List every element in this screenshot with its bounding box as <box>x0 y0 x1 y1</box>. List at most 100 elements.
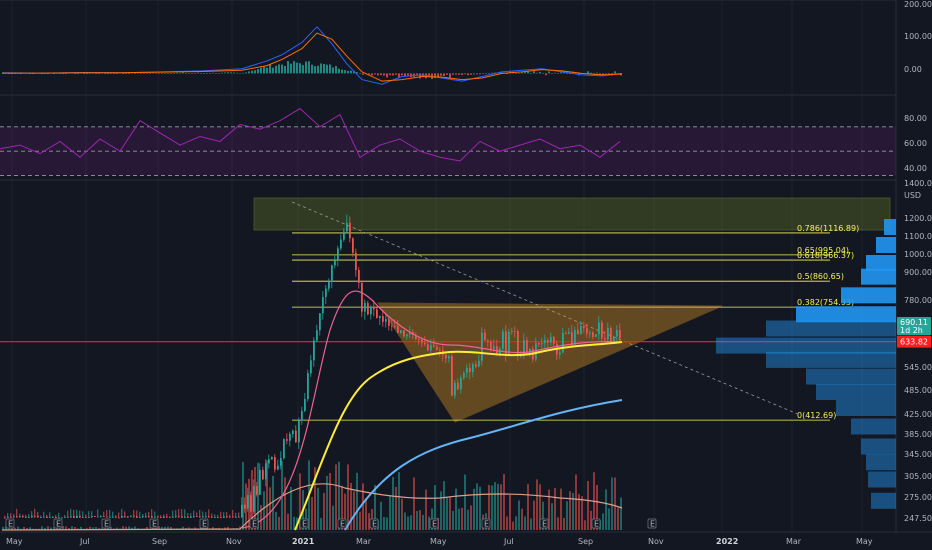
candle-body <box>391 325 393 327</box>
candle-body <box>454 382 456 396</box>
candle-body <box>295 430 297 443</box>
macd-histogram-bar <box>173 73 175 74</box>
time-label: Nov <box>648 537 664 546</box>
macd-histogram-bar <box>470 73 472 75</box>
macd-histogram-bar <box>347 70 349 74</box>
macd-histogram-bar <box>524 72 526 74</box>
macd-histogram-bar <box>200 73 202 74</box>
candle-body <box>268 459 270 464</box>
resistance-zone <box>253 197 891 231</box>
volume-profile-bar <box>851 418 896 435</box>
macd-histogram-bar <box>194 73 196 74</box>
candle-body <box>406 334 408 337</box>
candle-body <box>409 331 411 335</box>
candle-body <box>7 516 9 518</box>
macd-histogram-bar <box>359 73 361 74</box>
volume-bar <box>317 487 319 530</box>
volume-bar <box>605 489 607 530</box>
earnings-marker <box>53 518 63 529</box>
macd-histogram-bar <box>344 70 346 74</box>
macd-histogram-bar <box>473 73 475 75</box>
candle-body <box>85 516 87 518</box>
candle-body <box>526 340 528 352</box>
candle-body <box>463 372 465 378</box>
price-tick: 485.00 <box>904 386 932 395</box>
rsi-panel <box>0 107 896 176</box>
macd-histogram-bar <box>440 73 442 76</box>
volume-profile-bar <box>866 454 896 471</box>
macd-histogram-bar <box>206 73 208 74</box>
volume-bar <box>440 491 442 530</box>
macd-price-axis: 200.00 100.00 0.00 <box>904 0 932 74</box>
volume-bar <box>320 518 322 530</box>
volume-bar <box>470 505 472 530</box>
volume-bar <box>71 526 73 530</box>
candle-body <box>478 360 480 367</box>
time-label: May <box>6 537 23 546</box>
support-price-text: 633.82 <box>900 338 928 347</box>
macd-histogram-bar <box>113 73 115 74</box>
candle-body <box>475 364 477 367</box>
volume-bar <box>8 528 10 530</box>
macd-histogram-bar <box>89 73 91 74</box>
macd-histogram-bar <box>158 73 160 74</box>
volume-bar <box>293 516 295 530</box>
macd-histogram-bar <box>335 66 337 74</box>
volume-bar <box>98 527 100 530</box>
volume-bar <box>245 483 247 530</box>
macd-histogram-bar <box>329 64 331 74</box>
candle-body <box>466 367 468 373</box>
macd-histogram-bar <box>323 63 325 74</box>
macd-histogram-bar <box>446 73 448 75</box>
candle-body <box>544 340 546 344</box>
ascending-triangle <box>377 302 723 423</box>
macd-histogram-bar <box>305 61 307 74</box>
candle-body <box>55 516 57 518</box>
earnings-marker-label: E <box>432 520 437 529</box>
candle-body <box>169 516 171 518</box>
volume-bar <box>596 484 598 530</box>
volume-bar <box>122 526 124 530</box>
volume-bar <box>344 493 346 530</box>
macd-histogram-bar <box>320 63 322 74</box>
candle-body <box>253 486 255 512</box>
volume-bar <box>578 494 580 530</box>
macd-histogram-bar <box>167 73 169 74</box>
candle-body <box>349 222 351 239</box>
candle-body <box>574 330 576 345</box>
volume-bar <box>386 517 388 530</box>
currency-label: USD <box>904 191 921 200</box>
candle-body <box>607 327 609 340</box>
candle-body <box>565 333 567 334</box>
volume-bar <box>458 508 460 530</box>
candle-body <box>43 516 45 518</box>
earnings-marker-label: E <box>302 520 307 529</box>
candle-body <box>139 516 141 518</box>
volume-bar <box>536 479 538 530</box>
volume-bar <box>278 516 280 530</box>
candle-body <box>340 239 342 249</box>
volume-profile-bar <box>884 219 896 235</box>
volume-profile-bar <box>796 306 896 323</box>
candle-body <box>604 338 606 340</box>
candle-body <box>439 349 441 351</box>
candle-body <box>49 517 51 519</box>
candle-body <box>400 330 402 333</box>
candle-body <box>235 516 237 518</box>
volume-bar <box>554 488 556 530</box>
macd-histogram-bar <box>53 73 55 74</box>
volume-bar <box>29 527 31 530</box>
volume-profile-bar <box>876 237 896 253</box>
macd-histogram-bar <box>407 73 409 76</box>
time-label: Mar <box>786 537 802 546</box>
earnings-marker <box>369 518 379 529</box>
volume-bar <box>263 491 265 530</box>
macd-histogram-bar <box>272 67 274 74</box>
fib-label: 0.618(966.37) <box>797 251 854 260</box>
volume-bar <box>464 474 466 530</box>
volume-bar <box>479 486 481 530</box>
volume-profile-bar <box>816 384 896 400</box>
candle-body <box>286 439 288 441</box>
rsi-tick: 40.00 <box>904 164 927 173</box>
